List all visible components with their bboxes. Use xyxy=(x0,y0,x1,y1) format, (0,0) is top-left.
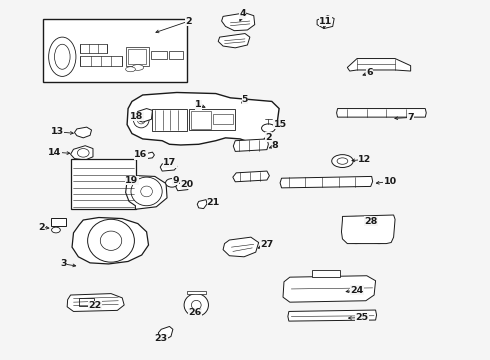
Bar xyxy=(71,159,136,209)
Text: 3: 3 xyxy=(60,260,67,269)
Text: 5: 5 xyxy=(242,95,248,104)
Ellipse shape xyxy=(332,155,353,167)
Polygon shape xyxy=(125,176,167,209)
Text: 9: 9 xyxy=(172,176,179,185)
Polygon shape xyxy=(160,162,177,171)
Polygon shape xyxy=(187,291,206,294)
Ellipse shape xyxy=(350,224,362,236)
Text: 2: 2 xyxy=(265,132,271,141)
Bar xyxy=(189,109,235,130)
Text: 1: 1 xyxy=(196,100,202,109)
Polygon shape xyxy=(317,16,334,28)
Ellipse shape xyxy=(77,149,89,157)
Text: 2: 2 xyxy=(38,222,45,231)
Ellipse shape xyxy=(88,219,134,262)
Text: 18: 18 xyxy=(130,112,144,121)
Ellipse shape xyxy=(337,158,348,164)
Bar xyxy=(79,298,94,306)
Polygon shape xyxy=(288,310,376,321)
Text: 27: 27 xyxy=(260,240,273,249)
Text: 28: 28 xyxy=(364,217,377,226)
Polygon shape xyxy=(221,13,255,31)
Ellipse shape xyxy=(132,64,144,70)
Polygon shape xyxy=(197,200,207,208)
Polygon shape xyxy=(347,59,411,71)
Bar xyxy=(51,218,66,226)
Polygon shape xyxy=(176,182,191,191)
Text: 2: 2 xyxy=(186,17,192,26)
Bar xyxy=(213,114,233,124)
Ellipse shape xyxy=(141,186,152,197)
Polygon shape xyxy=(71,146,93,160)
Text: 15: 15 xyxy=(273,120,287,129)
Polygon shape xyxy=(135,109,152,122)
Polygon shape xyxy=(127,93,279,145)
Ellipse shape xyxy=(166,179,178,187)
Bar xyxy=(128,49,146,64)
Text: 19: 19 xyxy=(125,176,139,185)
Text: 23: 23 xyxy=(155,334,168,343)
Bar xyxy=(80,56,122,66)
Polygon shape xyxy=(223,237,259,257)
Text: 24: 24 xyxy=(350,285,364,294)
Text: 17: 17 xyxy=(163,158,176,167)
Ellipse shape xyxy=(137,116,145,124)
Text: 8: 8 xyxy=(272,141,279,150)
Text: 12: 12 xyxy=(358,155,371,164)
Text: 20: 20 xyxy=(180,180,193,189)
Ellipse shape xyxy=(373,224,385,236)
Polygon shape xyxy=(145,152,154,158)
Ellipse shape xyxy=(54,44,70,69)
Text: 13: 13 xyxy=(51,127,64,136)
Ellipse shape xyxy=(184,294,208,316)
Ellipse shape xyxy=(366,216,392,244)
Polygon shape xyxy=(342,215,395,244)
Ellipse shape xyxy=(125,67,135,72)
Text: 4: 4 xyxy=(239,9,246,18)
Polygon shape xyxy=(312,270,340,277)
Polygon shape xyxy=(233,139,269,152)
Polygon shape xyxy=(158,327,173,339)
Polygon shape xyxy=(74,127,92,138)
Polygon shape xyxy=(67,294,124,311)
Text: 16: 16 xyxy=(134,150,147,159)
Polygon shape xyxy=(218,33,250,48)
Text: 25: 25 xyxy=(355,313,368,322)
Ellipse shape xyxy=(131,177,162,206)
Text: 7: 7 xyxy=(407,113,414,122)
Polygon shape xyxy=(233,171,270,182)
Text: 6: 6 xyxy=(366,68,372,77)
Text: 10: 10 xyxy=(384,177,397,186)
Text: 21: 21 xyxy=(207,198,220,207)
Bar xyxy=(169,51,183,59)
Bar xyxy=(192,111,211,129)
Polygon shape xyxy=(72,217,148,264)
Ellipse shape xyxy=(133,112,149,128)
Polygon shape xyxy=(280,176,373,188)
Text: 11: 11 xyxy=(319,17,332,26)
Polygon shape xyxy=(283,276,375,302)
Polygon shape xyxy=(337,109,426,117)
Bar xyxy=(43,19,187,82)
Ellipse shape xyxy=(262,124,275,132)
Ellipse shape xyxy=(100,231,122,250)
Bar xyxy=(80,44,107,53)
Text: 26: 26 xyxy=(189,309,202,318)
Bar xyxy=(151,51,167,59)
Ellipse shape xyxy=(51,227,60,233)
Bar xyxy=(152,109,187,131)
Text: 14: 14 xyxy=(49,148,62,157)
Ellipse shape xyxy=(49,37,76,76)
Ellipse shape xyxy=(343,216,370,244)
Ellipse shape xyxy=(192,300,201,310)
Text: 22: 22 xyxy=(88,301,101,310)
Bar xyxy=(125,47,149,66)
